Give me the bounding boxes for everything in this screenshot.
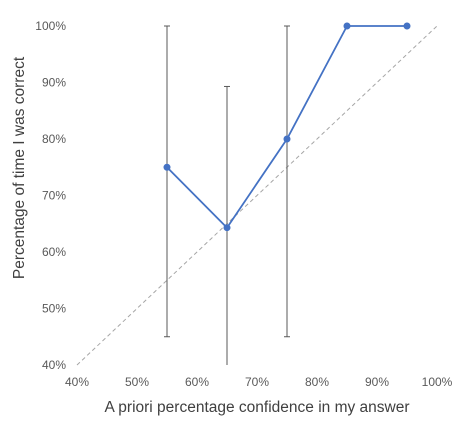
data-point: [163, 163, 171, 171]
x-tick-label: 70%: [245, 375, 269, 389]
x-tick-label: 80%: [305, 375, 329, 389]
point-layer: [163, 22, 411, 232]
y-axis-title: Percentage of time I was correct: [11, 56, 28, 279]
x-tick-label: 90%: [365, 375, 389, 389]
y-tick-label: 80%: [42, 132, 66, 146]
reference-layer: [76, 25, 438, 366]
data-point: [403, 22, 411, 30]
data-point: [223, 224, 231, 232]
x-tick-label: 40%: [65, 375, 89, 389]
y-tick-label: 60%: [42, 245, 66, 259]
data-point: [343, 22, 351, 30]
y-tick-label: 40%: [42, 358, 66, 372]
x-tick-label: 50%: [125, 375, 149, 389]
y-tick-label: 50%: [42, 302, 66, 316]
y-tick-label: 90%: [42, 76, 66, 90]
data-point: [283, 135, 291, 143]
y-axis-ticks: 40% 50% 60% 70% 80% 90% 100%: [35, 19, 66, 372]
plot-area: [76, 22, 438, 366]
x-tick-label: 100%: [422, 375, 453, 389]
y-tick-label: 100%: [35, 19, 66, 33]
x-tick-label: 60%: [185, 375, 209, 389]
reference-diagonal-line: [76, 25, 438, 366]
y-tick-label: 70%: [42, 189, 66, 203]
error-bar-layer: [164, 25, 290, 365]
x-axis-title: A priori percentage confidence in my ans…: [105, 399, 410, 416]
x-axis-ticks: 40% 50% 60% 70% 80% 90% 100%: [65, 375, 453, 389]
